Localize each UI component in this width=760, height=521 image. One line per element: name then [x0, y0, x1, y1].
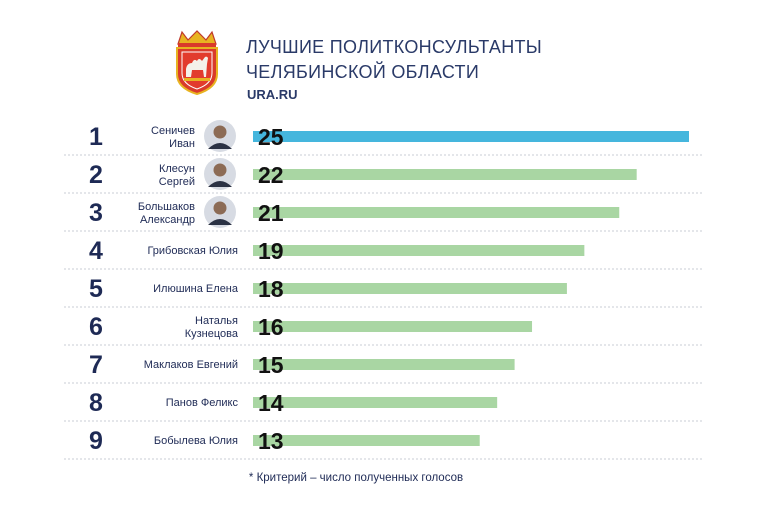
- chart-row: 7 Маклаков Евгений 15: [64, 351, 704, 384]
- coat-of-arms-icon: [176, 30, 218, 96]
- chart-row: 5 Илюшина Елена 18: [64, 275, 704, 308]
- bar: [253, 169, 637, 180]
- bar: [253, 131, 689, 142]
- bar: [253, 397, 498, 408]
- bar: [253, 207, 620, 218]
- value-label: 15: [258, 352, 284, 378]
- rank-number: 9: [89, 427, 103, 455]
- bar: [253, 435, 480, 446]
- category-label: Александр: [140, 214, 195, 226]
- avatar-shoulders: [208, 181, 232, 187]
- category-label: Наталья: [195, 315, 238, 327]
- category-label: Грибовская Юлия: [147, 245, 238, 257]
- avatar-head: [213, 201, 227, 215]
- category-label: Кузнецова: [185, 328, 239, 340]
- chart-row: 9 Бобылева Юлия 13: [64, 427, 704, 460]
- category-label: Илюшина Елена: [153, 283, 239, 295]
- category-label: Сергей: [159, 176, 195, 188]
- source-brand: URA.RU: [247, 87, 298, 102]
- rank-number: 3: [89, 199, 103, 227]
- value-label: 18: [258, 276, 284, 302]
- category-label: Сеничев: [151, 125, 195, 137]
- bar: [253, 321, 533, 332]
- header: ЛУЧШИЕ ПОЛИТКОНСУЛЬТАНТЫ ЧЕЛЯБИНСКОЙ ОБЛ…: [0, 0, 760, 120]
- avatar-head: [213, 163, 227, 177]
- rank-number: 7: [89, 351, 103, 379]
- value-label: 16: [258, 314, 284, 340]
- rank-number: 8: [89, 389, 103, 417]
- bar: [253, 283, 567, 294]
- bar: [253, 359, 515, 370]
- avatar-shoulders: [208, 219, 232, 225]
- avatar-shoulders: [208, 143, 232, 149]
- avatar: [204, 196, 236, 228]
- category-label: Маклаков Евгений: [144, 359, 238, 371]
- value-label: 14: [258, 390, 284, 416]
- footnote: * Критерий – число полученных голосов: [248, 472, 464, 484]
- bar: [253, 245, 585, 256]
- category-label: Клесун: [159, 163, 195, 175]
- category-label: Иван: [169, 138, 195, 150]
- chart-row: 4 Грибовская Юлия 19: [64, 237, 704, 270]
- avatar: [204, 158, 236, 190]
- rank-number: 4: [89, 237, 103, 265]
- value-label: 13: [258, 428, 284, 454]
- category-label: Бобылева Юлия: [154, 435, 238, 447]
- value-label: 21: [258, 200, 284, 226]
- chart-row: 8 Панов Феликс 14: [64, 389, 704, 422]
- avatar-head: [213, 125, 227, 139]
- value-label: 25: [258, 124, 284, 150]
- rank-number: 2: [89, 161, 103, 189]
- value-label: 22: [258, 162, 284, 188]
- avatar: [204, 120, 236, 152]
- value-label: 19: [258, 238, 284, 264]
- rank-number: 5: [89, 275, 103, 303]
- category-label: Большаков: [138, 201, 195, 213]
- rank-number: 6: [89, 313, 103, 341]
- title-line-2: ЧЕЛЯБИНСКОЙ ОБЛАСТИ: [246, 62, 480, 82]
- rank-number: 1: [89, 123, 103, 151]
- title-line-1: ЛУЧШИЕ ПОЛИТКОНСУЛЬТАНТЫ: [246, 37, 543, 57]
- category-label: Панов Феликс: [166, 397, 239, 409]
